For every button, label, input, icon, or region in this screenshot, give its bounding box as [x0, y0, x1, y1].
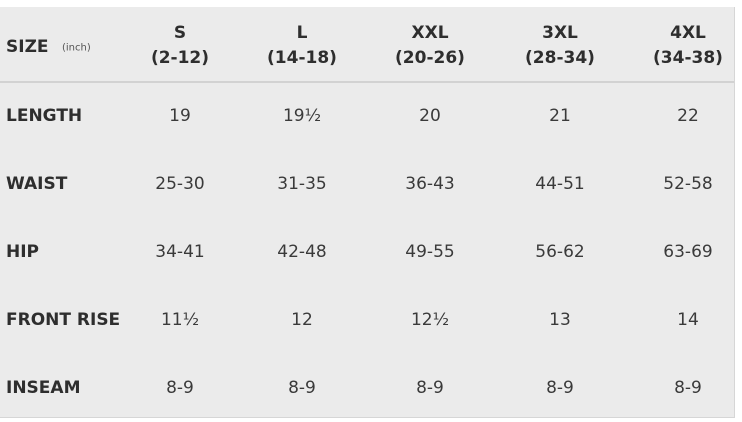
row-label: WAIST [6, 174, 68, 194]
cell-value: 22 [677, 106, 699, 126]
cell-value: 19 [169, 106, 191, 126]
cell-value: 8-9 [416, 378, 444, 398]
cell-value: 25-30 [155, 174, 205, 194]
row-label: FRONT RISE [6, 310, 121, 330]
cell-value: 42-48 [277, 242, 327, 262]
column-range: (34-38) [653, 48, 723, 68]
cell-value: 8-9 [288, 378, 316, 398]
cell-value: 36-43 [405, 174, 455, 194]
cell-value: 11½ [160, 310, 200, 330]
column-range: (28-34) [525, 48, 595, 68]
cell-value: 19½ [282, 106, 322, 126]
header-divider [0, 81, 734, 83]
cell-value: 63-69 [663, 242, 713, 262]
cell-value: 34-41 [155, 242, 205, 262]
column-range: (20-26) [395, 48, 465, 68]
cell-value: 52-58 [663, 174, 713, 194]
cell-value: 56-62 [535, 242, 585, 262]
column-range: (2-12) [150, 48, 210, 68]
row-label: LENGTH [6, 106, 83, 126]
row-label: HIP [6, 242, 40, 262]
cell-value: 21 [549, 106, 571, 126]
row-label: INSEAM [6, 378, 81, 398]
column-size: 4XL [670, 23, 706, 43]
column-size: 3XL [542, 23, 578, 43]
size-chart: SIZE (inch) S (2-12) L (14-18) XXL (20-26) 3XL… [0, 7, 735, 418]
cell-value: 8-9 [546, 378, 574, 398]
cell-value: 8-9 [166, 378, 194, 398]
cell-value: 20 [419, 106, 441, 126]
cell-value: 49-55 [405, 242, 455, 262]
header-unit: (inch) [62, 42, 91, 54]
cell-value: 44-51 [535, 174, 585, 194]
cell-value: 12 [291, 310, 313, 330]
column-size: S [173, 23, 187, 43]
cell-value: 12½ [410, 310, 450, 330]
cell-value: 14 [677, 310, 699, 330]
cell-value: 31-35 [277, 174, 327, 194]
header-label: SIZE [6, 37, 49, 57]
column-range: (14-18) [267, 48, 337, 68]
cell-value: 8-9 [674, 378, 702, 398]
cell-value: 13 [549, 310, 571, 330]
column-size: L [296, 23, 308, 43]
column-size: XXL [411, 23, 449, 43]
